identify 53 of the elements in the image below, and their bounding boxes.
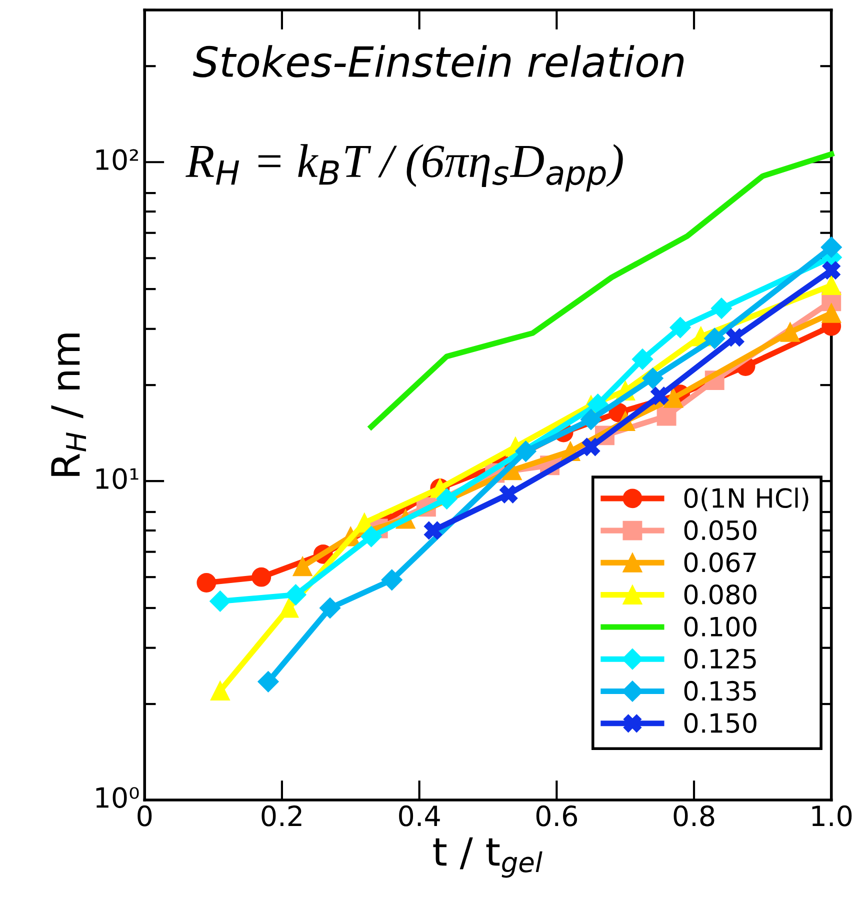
point: [726, 328, 744, 346]
point: [656, 406, 676, 426]
point: [820, 236, 842, 258]
point: [704, 328, 726, 349]
point: [582, 438, 600, 456]
point: [587, 394, 608, 415]
legend-label: 0.050: [684, 520, 756, 540]
point: [210, 681, 230, 701]
annotation: Stokes-Einstein relation: [192, 45, 684, 78]
point: [500, 485, 518, 504]
point: [320, 597, 341, 619]
point: [292, 556, 312, 576]
point: [580, 408, 602, 430]
y-tick-label: 10¹: [96, 468, 138, 490]
point: [424, 521, 442, 540]
point: [196, 573, 216, 592]
legend-label: 0.150: [684, 713, 756, 733]
legend-label: 0.067: [684, 552, 756, 572]
x-axis-title: t / t$_{gel}$: [433, 837, 542, 878]
x-tick-label: 0.2: [262, 805, 302, 826]
x-tick-label: 0.4: [399, 805, 440, 826]
point: [822, 261, 840, 280]
y-axis-title: R$_{H}$ / nm: [51, 334, 86, 476]
legend-label: 0.125: [684, 648, 756, 669]
point: [285, 584, 306, 606]
point: [252, 567, 272, 587]
x-tick-label: 0.6: [536, 805, 578, 826]
x-tick-label: 0: [138, 805, 152, 826]
point: [279, 598, 299, 618]
point: [381, 569, 402, 590]
point: [515, 440, 536, 462]
point: [642, 368, 664, 389]
x-tick-label: 1.0: [812, 805, 852, 826]
x-tick-label: 0.8: [674, 805, 714, 826]
point: [258, 671, 279, 692]
point: [664, 388, 684, 408]
y-tick-label: 10²: [96, 149, 138, 170]
text: R$_{H}$ = k$_{B}$T / (6πη$_{s}$D$_{app}$): [186, 144, 623, 192]
point: [780, 322, 800, 342]
point: [822, 303, 842, 323]
legend-label: 0.135: [684, 680, 756, 701]
point: [650, 386, 669, 405]
point: [436, 488, 458, 510]
point: [710, 298, 732, 319]
legend-label: 0(1N HCl): [684, 488, 808, 512]
point: [632, 348, 654, 370]
point: [670, 317, 691, 338]
legend-label: 0.080: [684, 584, 756, 604]
point: [822, 276, 842, 296]
legend-label: 0.100: [684, 616, 756, 637]
y-tick-label: 10⁰: [96, 787, 139, 808]
point: [210, 590, 231, 612]
point: [360, 526, 382, 548]
